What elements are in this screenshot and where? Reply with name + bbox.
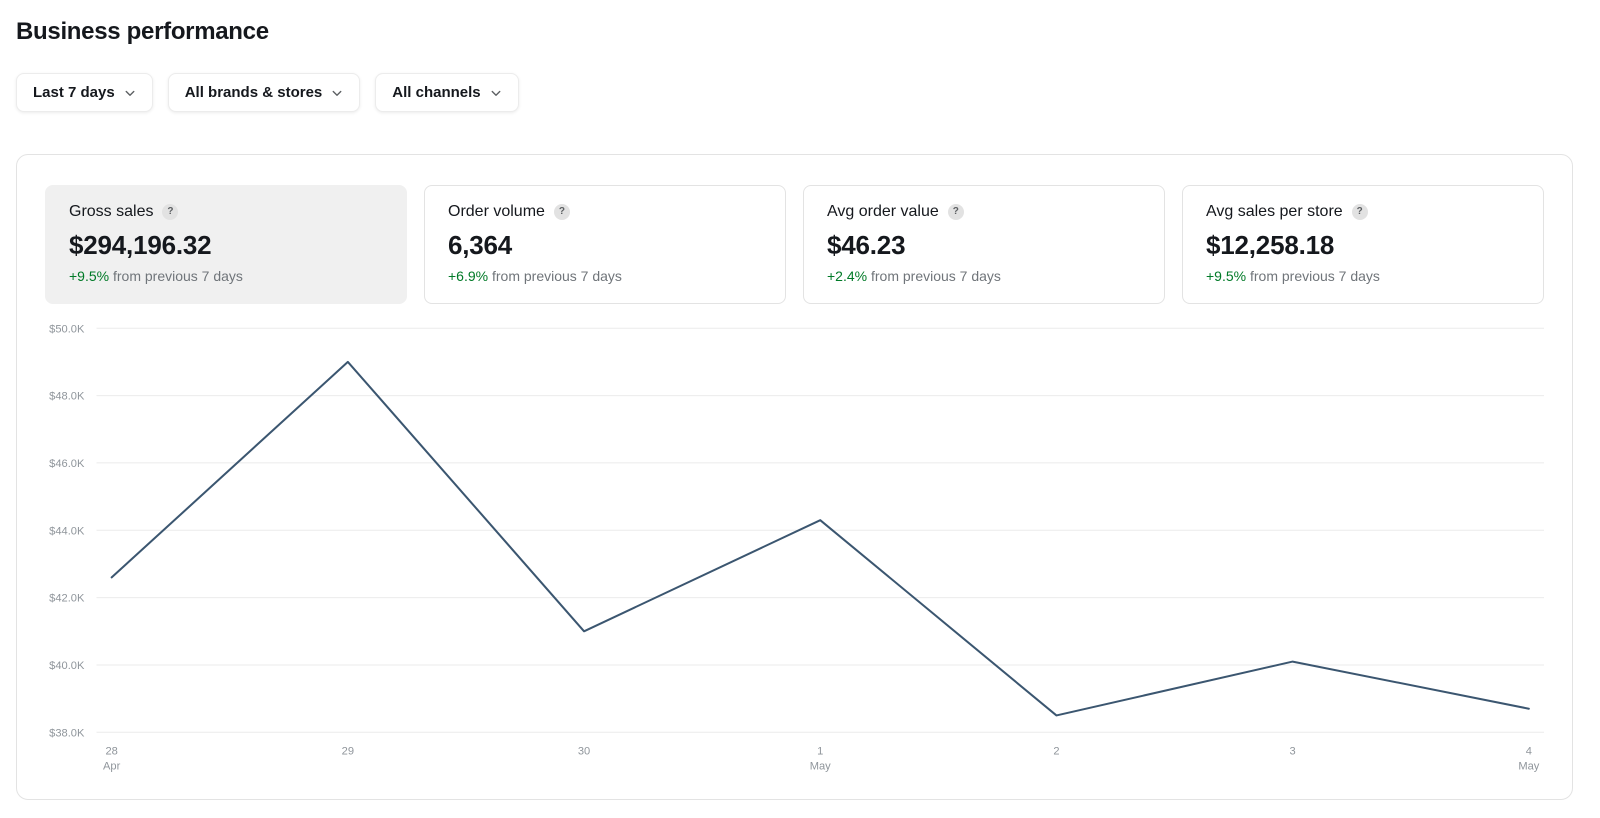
svg-text:May: May <box>810 761 831 773</box>
metric-tile-gross-sales[interactable]: Gross sales ? $294,196.32 +9.5% from pre… <box>45 185 407 304</box>
svg-text:29: 29 <box>342 746 354 758</box>
svg-text:$44.0K: $44.0K <box>49 525 85 537</box>
metric-tile-avg-sales-per-store[interactable]: Avg sales per store ? $12,258.18 +9.5% f… <box>1182 185 1544 304</box>
svg-text:2: 2 <box>1053 746 1059 758</box>
svg-text:$40.0K: $40.0K <box>49 660 85 672</box>
gross-sales-line-chart: $50.0K $48.0K $46.0K $44.0K $42.0K $40.0K $38.… <box>45 304 1544 779</box>
svg-text:3: 3 <box>1290 746 1296 758</box>
svg-text:28: 28 <box>105 746 117 758</box>
performance-card: Gross sales ? $294,196.32 +9.5% from pre… <box>16 154 1573 800</box>
metric-value: 6,364 <box>448 230 513 260</box>
svg-text:1: 1 <box>817 746 823 758</box>
delta-percent: +2.4% <box>827 268 868 284</box>
svg-text:$46.0K: $46.0K <box>49 458 85 470</box>
svg-text:$38.0K: $38.0K <box>49 727 85 739</box>
metric-delta: +2.4% from previous 7 days <box>827 268 1141 284</box>
metric-tiles: Gross sales ? $294,196.32 +9.5% from pre… <box>45 185 1544 304</box>
metric-delta: +9.5% from previous 7 days <box>69 268 383 284</box>
svg-text:May: May <box>1518 761 1539 773</box>
line-chart-svg: $50.0K $48.0K $46.0K $44.0K $42.0K $40.0K $38.… <box>49 323 1544 773</box>
delta-suffix: from previous 7 days <box>491 268 622 284</box>
delta-percent: +9.5% <box>1206 268 1247 284</box>
page-title: Business performance <box>16 18 269 45</box>
metric-value: $12,258.18 <box>1206 230 1335 260</box>
help-icon[interactable]: ? <box>947 204 964 220</box>
svg-text:Apr: Apr <box>103 761 121 773</box>
channels-filter-label: All channels <box>392 84 481 101</box>
svg-text:$50.0K: $50.0K <box>49 323 85 335</box>
filter-bar: Last 7 days All brands & stores All chan… <box>16 73 1573 112</box>
help-icon[interactable]: ? <box>553 204 570 220</box>
brands-stores-filter-label: All brands & stores <box>184 84 323 101</box>
metric-label: Order volume <box>448 203 545 220</box>
metric-label: Gross sales <box>69 203 154 220</box>
delta-percent: +6.9% <box>448 268 489 284</box>
help-icon[interactable]: ? <box>1351 204 1368 220</box>
chevron-down-icon <box>124 87 136 99</box>
metric-label: Avg sales per store <box>1206 203 1343 220</box>
svg-text:30: 30 <box>578 746 590 758</box>
svg-text:4: 4 <box>1526 746 1532 758</box>
delta-suffix: from previous 7 days <box>112 268 243 284</box>
metric-tile-order-volume[interactable]: Order volume ? 6,364 +6.9% from previous… <box>424 185 786 304</box>
delta-suffix: from previous 7 days <box>1249 268 1380 284</box>
chevron-down-icon <box>331 87 343 99</box>
help-icon[interactable]: ? <box>162 204 179 220</box>
svg-text:$48.0K: $48.0K <box>49 391 85 403</box>
date-range-filter-label: Last 7 days <box>33 84 115 101</box>
metric-delta: +6.9% from previous 7 days <box>448 268 762 284</box>
metric-delta: +9.5% from previous 7 days <box>1206 268 1520 284</box>
metric-tile-avg-order-value[interactable]: Avg order value ? $46.23 +2.4% from prev… <box>803 185 1165 304</box>
metric-value: $294,196.32 <box>69 230 212 260</box>
metric-label: Avg order value <box>827 203 939 220</box>
chevron-down-icon <box>490 87 502 99</box>
brands-stores-filter[interactable]: All brands & stores <box>167 73 361 112</box>
svg-text:$42.0K: $42.0K <box>49 593 85 605</box>
delta-percent: +9.5% <box>69 268 110 284</box>
delta-suffix: from previous 7 days <box>870 268 1001 284</box>
channels-filter[interactable]: All channels <box>375 73 519 112</box>
date-range-filter[interactable]: Last 7 days <box>16 73 153 112</box>
metric-value: $46.23 <box>827 230 906 260</box>
